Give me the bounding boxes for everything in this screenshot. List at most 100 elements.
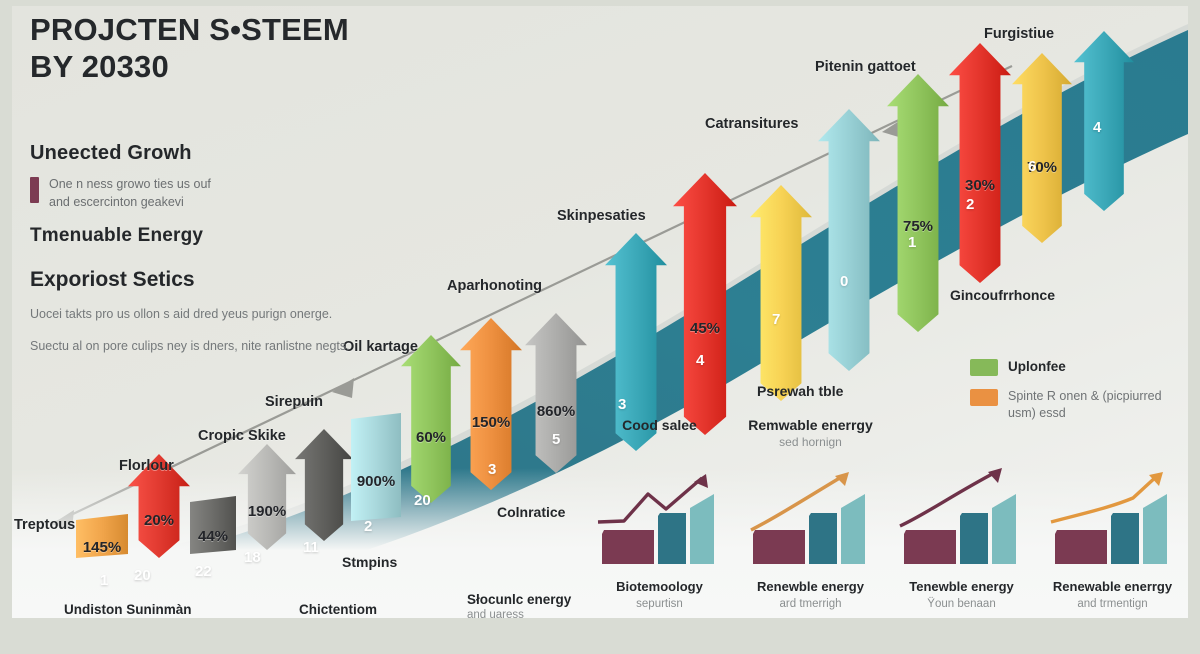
kicker-swatch <box>30 177 39 203</box>
mini-panel-3: Tenewble energy Ÿoun benaan <box>886 424 1037 618</box>
band-number: 11 <box>303 539 319 556</box>
axis-caption: Chictentiom <box>299 602 377 617</box>
bar-category-label: Skinpesaties <box>557 208 646 224</box>
bar-percent-label: 44% <box>197 528 229 545</box>
legend-label: Spinte R onen & (picpiurred usm) essd <box>1008 389 1162 421</box>
bar-category-label: Catransitures <box>705 116 799 132</box>
bar-17 <box>1074 31 1134 211</box>
band-number: 3 <box>488 461 497 478</box>
bar-shape <box>949 43 1011 283</box>
bar-2: 20% <box>128 454 190 558</box>
paragraph-heading: Exporiost Setics <box>30 268 195 291</box>
legend-color-chip <box>970 389 998 407</box>
bar-11: 45% <box>673 173 737 435</box>
paragraph-block: Exporiost Setics Uocei takts pro us ollo… <box>30 268 360 356</box>
mini-panel-top-sub: sed hornign <box>779 435 842 450</box>
axis-caption-sub: and uaress <box>467 609 524 618</box>
mini-panel-chart <box>899 468 1016 564</box>
mini-panel-2: Remwable enerrgy sed hornign Renewble ener… <box>735 417 886 618</box>
mini-panel-chart <box>597 474 714 564</box>
mini-panel-chart <box>750 472 865 564</box>
band-caption: Gincoufrrhonce <box>950 287 1056 303</box>
bar-3: 44% <box>188 496 238 554</box>
bar-shape <box>673 173 737 435</box>
axis-caption: Słocunlc еnergy and uaress <box>467 592 571 618</box>
bar-4: 190% <box>238 444 296 550</box>
bar-shape <box>460 318 522 490</box>
bar-percent-label: 45% <box>689 320 721 337</box>
axis-caption-text: Słocunlc еnergy <box>467 592 572 607</box>
band-number: 5 <box>552 431 561 448</box>
mini-panel-chart <box>1050 472 1167 564</box>
band-number: 20 <box>134 567 151 584</box>
bar-8: 150% <box>460 318 522 490</box>
mini-panel-caption: Tenewble energy Ÿoun benaan <box>886 579 1037 612</box>
bar-12 <box>750 185 812 401</box>
bar-shape <box>351 413 401 521</box>
bar-shape <box>190 496 236 554</box>
legend-item-2[interactable]: Spinte R onen & (picpiurred usm) essd <box>970 388 1166 422</box>
band-caption: Psrewah tble <box>757 383 844 399</box>
paragraph-text-2: Suectu al on pore culips ney is dners, n… <box>30 339 350 353</box>
bar-category-label: Furgistiue <box>984 26 1055 42</box>
bar-shape <box>401 335 461 503</box>
legend-item-1[interactable]: Uplonfee <box>970 358 1166 376</box>
mini-panel-caption: Renewble energy ard tmerrigh <box>735 579 886 612</box>
bar-5 <box>295 429 353 541</box>
band-number: 20 <box>414 492 431 509</box>
bar-15: 30% <box>949 43 1011 283</box>
kicker-heading: Uneected Growh <box>30 142 192 164</box>
band-number: 6 <box>1028 158 1037 175</box>
band-number: 22 <box>195 563 212 580</box>
bar-percent-label: 190% <box>247 503 287 520</box>
bar-percent-label: 60% <box>415 429 447 446</box>
mini-panel-caption-sub: Ÿoun benaan <box>927 598 996 611</box>
mini-panel-top-title: Remwable enerrgy sed hornign <box>731 416 890 451</box>
bar-shape <box>128 454 190 558</box>
bar-shape <box>750 185 812 401</box>
bar-shape <box>76 514 128 558</box>
band-number: 1 <box>100 572 109 589</box>
bar-shape <box>1012 53 1072 243</box>
band-number: 1 <box>908 234 917 251</box>
mini-panels: Cood salee Biotemoology sepurtisn Remwable … <box>584 417 1188 618</box>
kicker-subheading: Tmenuable Energy <box>30 225 204 247</box>
bar-percent-label: 30% <box>964 177 996 194</box>
bar-category-label: Cropic Skike <box>198 428 286 444</box>
bar-category-label: Florlour <box>119 458 174 474</box>
band-number: 3 <box>618 396 627 413</box>
band-number: 0 <box>840 273 849 290</box>
bar-category-label: Sirepuin <box>265 394 324 410</box>
paragraph-text-1: Uocei takts pro us ollon s aid dred yeus… <box>30 307 333 321</box>
kicker-note-row: One n ness growo ties us ouf and escerci… <box>30 175 450 211</box>
band-number: 7 <box>772 311 781 328</box>
chart-canvas: 145% 20% 44% 190% 900% 60% 150% 860% 45% 75% 30% 70… <box>12 6 1188 618</box>
bar-7: 60% <box>401 335 461 503</box>
bar-13 <box>818 109 880 371</box>
bar-percent-label: 70% <box>1026 159 1058 176</box>
kicker-block: Uneected Growh One n ness growo ties us … <box>30 142 450 247</box>
bar-shape <box>525 313 587 473</box>
bar-shape <box>1074 31 1134 211</box>
bar-16: 70% <box>1012 53 1072 243</box>
title-line-2: BY 20330 <box>30 48 169 84</box>
band-caption: Colnratice <box>497 504 566 520</box>
legend-color-chip <box>970 359 998 376</box>
bar-1: 145% <box>74 514 130 558</box>
bar-shape <box>295 429 353 541</box>
bar-percent-label: 20% <box>143 512 175 529</box>
band-number: 2 <box>364 518 373 535</box>
kicker-note-line-2: and escercinton geakevi <box>49 195 184 210</box>
bar-6: 900% <box>349 413 403 521</box>
axis-caption-text: Chictentiom <box>299 602 378 617</box>
band-number: 4 <box>1093 119 1102 136</box>
page-title: PROJCTEN S•STEEM BY 20330 <box>30 12 670 85</box>
bar-percent-label: 75% <box>902 218 934 235</box>
bar-category-label: Oil kartage <box>343 339 418 355</box>
bar-percent-label: 860% <box>536 403 576 420</box>
mini-panel-4: Renewable enerrgy and trmentign <box>1037 424 1188 618</box>
axis-caption: Undiston Suninmàn <box>64 602 192 617</box>
kicker-note: One n ness growo ties us ouf and escerci… <box>49 175 211 211</box>
bar-14: 75% <box>887 74 949 332</box>
legend-label: Uplonfee <box>1008 359 1066 374</box>
